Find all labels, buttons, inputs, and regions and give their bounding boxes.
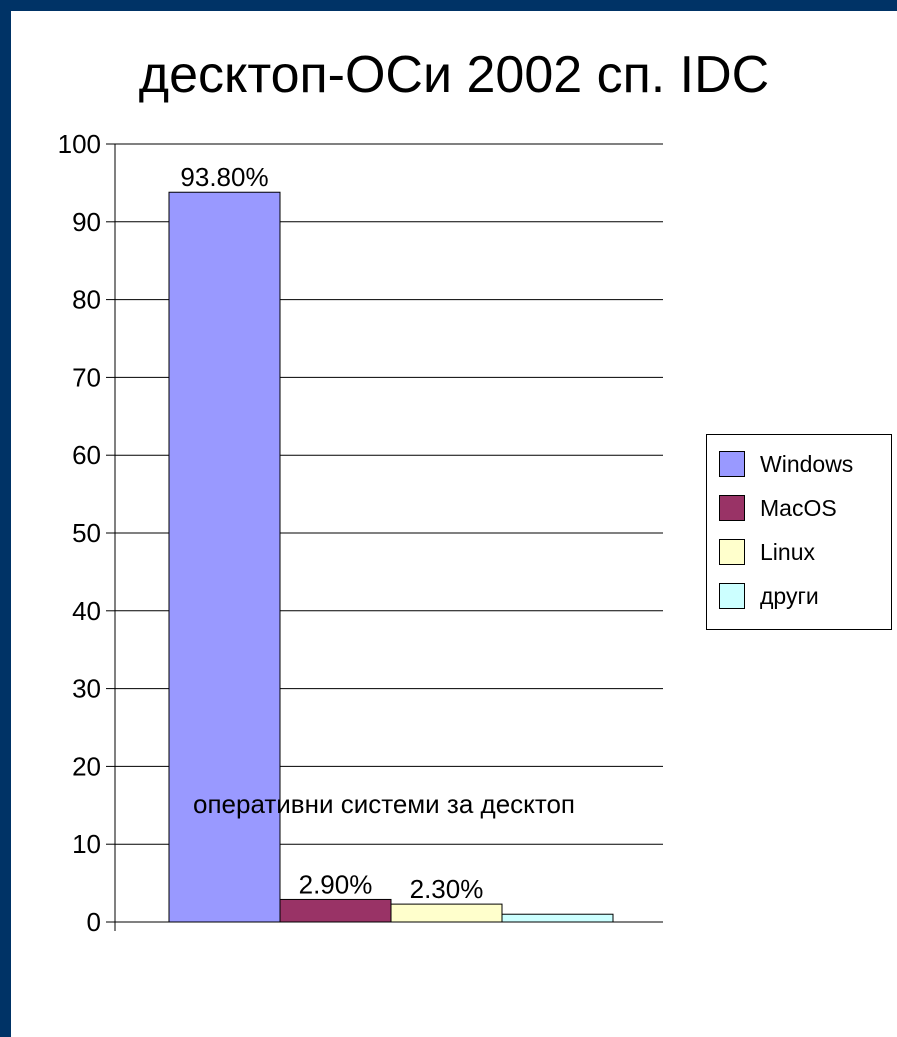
legend-item: Linux (719, 535, 815, 569)
legend-label: MacOS (760, 494, 837, 521)
y-tick-label: 20 (72, 751, 101, 781)
slide: десктоп-ОСи 2002 сп. IDC 0 10 20 30 40 50 60 70… (11, 11, 897, 1037)
data-label: 93.80% (180, 162, 268, 192)
legend-item: MacOS (719, 491, 837, 525)
legend: Windows MacOS Linux други (706, 434, 892, 630)
legend-label: други (760, 582, 819, 609)
legend-swatch (719, 451, 745, 477)
data-label: 2.30% (410, 874, 484, 904)
bar-MacOS (279, 898, 392, 923)
legend-swatch (719, 539, 745, 565)
y-tick-label: 70 (72, 362, 101, 392)
y-tick-label: 50 (72, 518, 101, 548)
y-tick-label: 100 (58, 129, 101, 159)
y-tick-label: 0 (87, 907, 101, 937)
x-category-label: оперативни системи за десктоп (193, 789, 575, 819)
y-tick-label: 80 (72, 285, 101, 315)
data-label: 2.90% (299, 869, 373, 899)
y-tick-label: 60 (72, 440, 101, 470)
bar-други (501, 913, 614, 923)
y-tick-label: 10 (72, 829, 101, 859)
bar-Linux (390, 903, 503, 923)
chart-plot: 0 10 20 30 40 50 60 70 80 90 100 93.80% 2.90% 2.30% (58, 129, 663, 937)
y-tick-label: 30 (72, 674, 101, 704)
y-tick-label: 90 (72, 207, 101, 237)
legend-item: други (719, 579, 819, 613)
legend-item: Windows (719, 447, 853, 481)
chart-title: десктоп-ОСи 2002 сп. IDC (138, 46, 770, 104)
legend-label: Linux (760, 538, 815, 565)
legend-label: Windows (760, 450, 854, 477)
y-tick-label: 40 (72, 596, 101, 626)
legend-swatch (719, 583, 745, 609)
legend-swatch (719, 495, 745, 521)
bar-Windows (168, 191, 281, 923)
